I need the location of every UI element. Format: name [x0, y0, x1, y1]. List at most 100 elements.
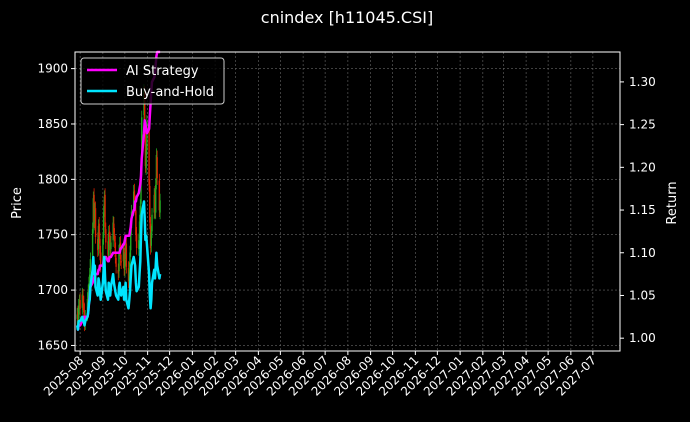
candle-body	[89, 259, 92, 273]
candle-body	[143, 92, 146, 129]
right-y-axis: 1.00 1.05 1.10 1.15 1.20 1.25 1.30	[620, 75, 656, 345]
y-tick-label-right: 1.30	[629, 75, 656, 89]
candle-body	[88, 274, 91, 283]
candle-body	[133, 190, 136, 201]
legend: AI Strategy Buy-and-Hold	[80, 57, 225, 105]
y-tick-label-right: 1.10	[629, 246, 656, 260]
y-tick-label-right: 1.20	[629, 160, 656, 174]
y-tick-label-left: 1700	[37, 283, 68, 297]
candle-body	[82, 295, 84, 304]
candle-body	[105, 229, 107, 243]
candle-body	[94, 208, 97, 237]
y-tick-label-right: 1.05	[629, 288, 656, 302]
candle-body	[113, 223, 115, 233]
candle-body	[118, 251, 120, 272]
candle-body	[81, 294, 84, 308]
candle-body	[91, 229, 94, 256]
candle-body	[102, 239, 104, 268]
candle-body	[87, 291, 89, 298]
candle-body	[125, 243, 128, 267]
y-tick-label-right: 1.00	[629, 331, 656, 345]
candle-body	[104, 194, 106, 227]
candle-body	[151, 214, 153, 232]
candle-body	[93, 194, 95, 222]
candle-body	[130, 225, 132, 251]
candle-body	[99, 252, 102, 266]
candle-body	[150, 232, 152, 246]
y-tick-label-right: 1.15	[629, 203, 656, 217]
candle-body	[107, 241, 109, 255]
candle-body	[122, 249, 125, 262]
candle-body	[127, 267, 130, 282]
candle-body	[112, 222, 114, 241]
legend-label-buy-and-hold: Buy-and-Hold	[126, 85, 214, 100]
candle-body	[110, 242, 112, 250]
legend-label-ai-strategy: AI Strategy	[126, 64, 199, 79]
candle-body	[146, 121, 148, 149]
right-y-axis-label: Return	[665, 181, 680, 224]
candle-body	[79, 300, 81, 309]
candle-body	[97, 225, 100, 250]
candle-body	[98, 223, 100, 237]
y-tick-label-left: 1750	[37, 228, 68, 242]
candle-body	[144, 130, 147, 167]
candle-body	[115, 257, 117, 267]
candle-body	[154, 192, 156, 212]
candle-body	[92, 198, 95, 227]
candle-body	[128, 269, 130, 283]
candle-body	[77, 312, 79, 322]
candle-body	[83, 302, 85, 313]
candle-body	[124, 244, 127, 260]
candle-body	[138, 240, 140, 250]
y-tick-label-right: 1.25	[629, 118, 656, 132]
candle-body	[78, 301, 81, 308]
candle-body	[103, 197, 106, 211]
candle-body	[108, 232, 110, 256]
candle-body	[156, 157, 158, 179]
candle-body	[97, 239, 99, 251]
x-axis: 2025-082025-092025-102025-112025-122026-…	[41, 351, 599, 399]
candle-body	[119, 243, 121, 250]
candle-body	[158, 180, 161, 211]
left-y-axis-label: Price	[10, 187, 25, 219]
candle-body	[148, 123, 150, 185]
candle-body	[114, 242, 117, 257]
y-tick-label-left: 1900	[37, 62, 68, 76]
candle-body	[99, 239, 101, 254]
left-y-axis: 1650 1700 1750 1800 1850 1900	[37, 62, 75, 352]
y-tick-label-left: 1800	[37, 172, 68, 186]
candle-body	[77, 305, 80, 320]
candle-body	[88, 283, 90, 291]
y-tick-label-left: 1650	[37, 338, 68, 352]
candle-body	[108, 231, 111, 237]
candle-body	[76, 314, 78, 319]
candle-body	[155, 154, 158, 183]
buy-and-hold-line	[75, 200, 162, 331]
candle-body	[113, 234, 116, 242]
line-series	[75, 50, 162, 331]
candle-body	[129, 252, 131, 267]
candle-body	[145, 150, 147, 169]
candle-body	[109, 239, 111, 251]
candle-body	[159, 200, 161, 213]
candle-body	[135, 210, 137, 235]
candle-body	[138, 221, 141, 239]
candle-body	[123, 248, 125, 270]
candle-body	[117, 270, 119, 274]
chart-title: cnindex [h11045.CSI]	[261, 8, 433, 27]
candle-body	[102, 212, 105, 239]
candle-body	[135, 233, 138, 249]
candle-body	[153, 194, 155, 213]
candle-body	[141, 117, 143, 169]
candle-body	[132, 191, 135, 210]
candle-body	[139, 205, 141, 223]
candle-body	[149, 223, 152, 249]
candle-body	[120, 261, 122, 263]
y-tick-label-left: 1850	[37, 117, 68, 131]
candle-body	[154, 184, 157, 213]
candle-body	[94, 209, 96, 224]
candle-body	[124, 260, 126, 271]
candle-body	[149, 185, 151, 223]
